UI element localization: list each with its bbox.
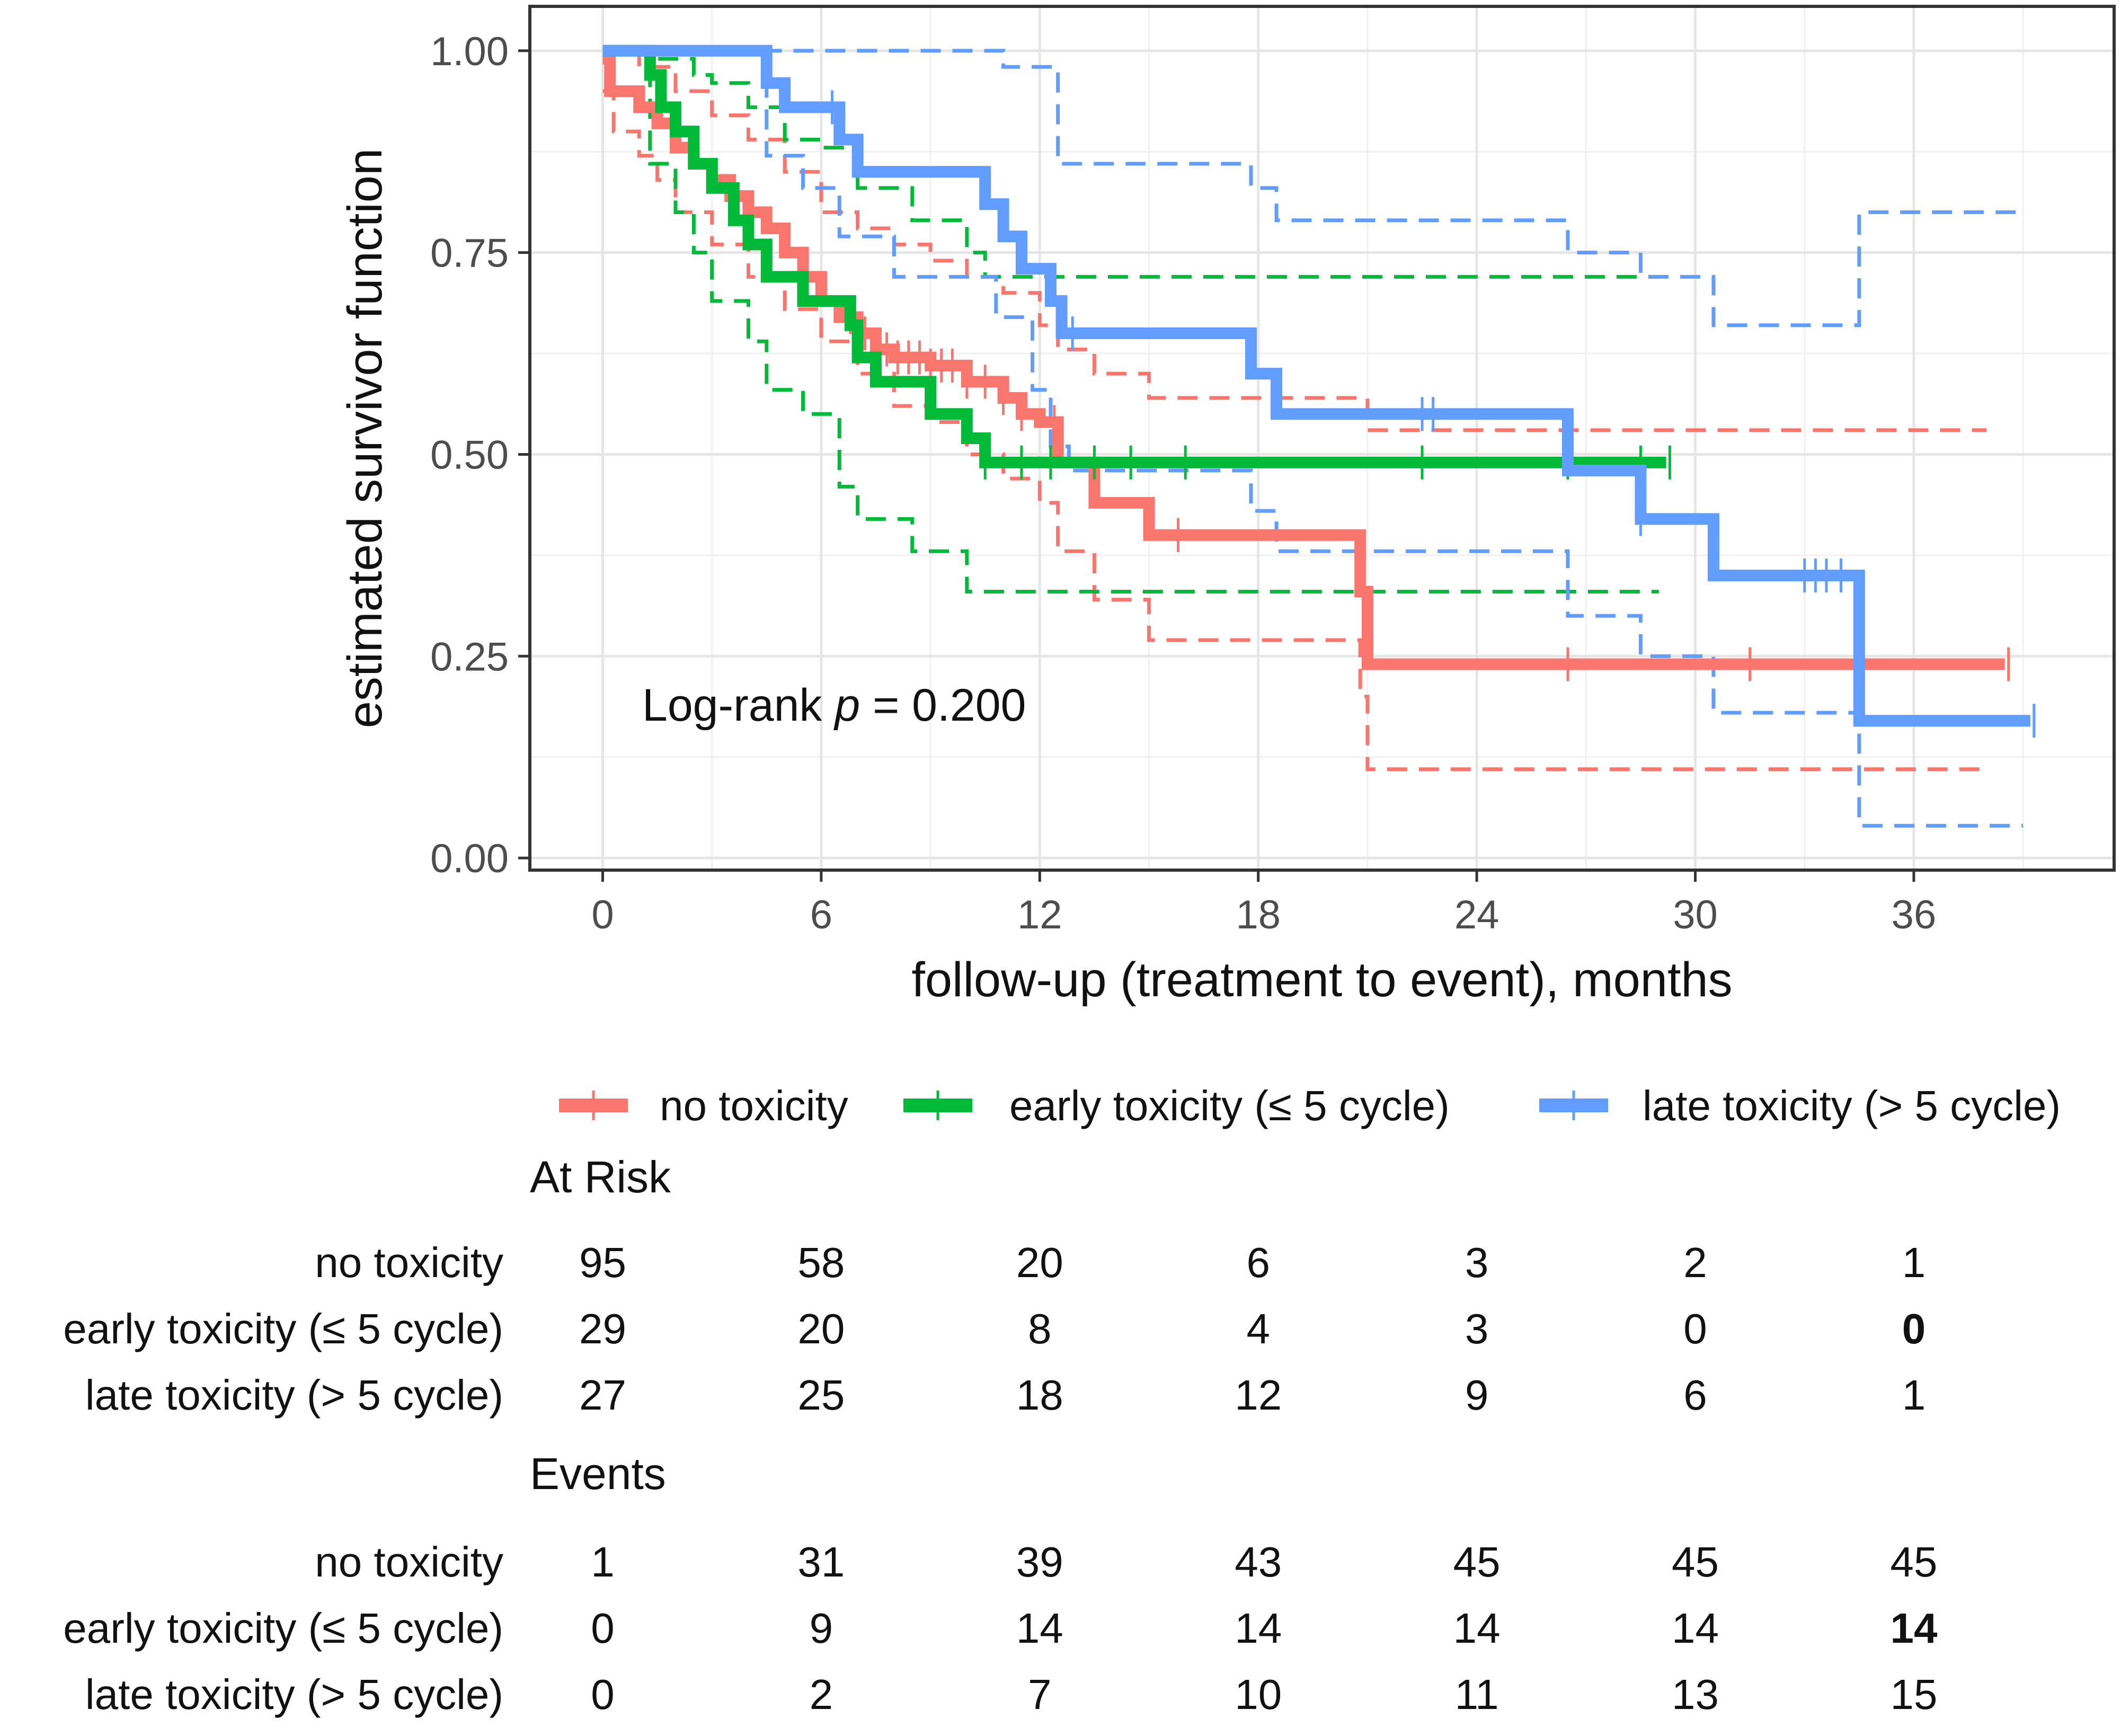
at_risk-cell: 3 xyxy=(1465,1239,1489,1286)
legend-label-late-toxicity: late toxicity (> 5 cycle) xyxy=(1643,1082,2061,1129)
events-cell: 45 xyxy=(1453,1538,1501,1586)
at_risk-cell: 1 xyxy=(1902,1239,1926,1286)
at_risk-cell: 20 xyxy=(797,1305,845,1352)
events-cell: 45 xyxy=(1890,1538,1937,1586)
events-cell: 0 xyxy=(591,1605,615,1652)
at-risk-table: no toxicity 95 58 20 6 3 2 1 early toxicity (≤ 5… xyxy=(63,1239,1925,1419)
at_risk-row-label: late toxicity (> 5 cycle) xyxy=(85,1371,503,1419)
at_risk-cell: 2 xyxy=(1683,1239,1707,1286)
ci-lower-early-toxicity-5-cycle xyxy=(602,49,1659,594)
panel-background xyxy=(530,6,2114,870)
y-axis-ticks: 0.00 0.25 0.50 0.75 1.00 xyxy=(430,29,530,881)
x-axis-ticks: 0 6 12 18 24 30 36 xyxy=(591,870,1936,937)
events-cell: 39 xyxy=(1016,1538,1063,1586)
at_risk-cell: 3 xyxy=(1465,1305,1489,1352)
at_risk-cell: 8 xyxy=(1028,1305,1052,1352)
at_risk-cell: 6 xyxy=(1683,1371,1707,1419)
y-tick-label: 1.00 xyxy=(430,29,509,74)
events-cell: 9 xyxy=(810,1605,833,1652)
events-row-label: early toxicity (≤ 5 cycle) xyxy=(63,1605,503,1652)
legend: no toxicity early toxicity (≤ 5 cycle) l… xyxy=(559,1082,2061,1129)
x-tick-label: 18 xyxy=(1236,892,1281,937)
at_risk-cell: 58 xyxy=(797,1239,845,1286)
events-row-label: no toxicity xyxy=(315,1538,503,1586)
log-rank-prefix: Log-rank xyxy=(642,680,835,731)
survival-curve-early-toxicity-5-cycle xyxy=(602,45,1666,468)
ci-upper-no-toxicity xyxy=(602,49,1987,432)
events-cell: 13 xyxy=(1672,1671,1719,1718)
y-tick-label: 0.50 xyxy=(430,432,509,477)
risk-tables: At Risk Events no toxicity 95 58 20 6 3 2 1earl… xyxy=(63,1152,1938,1718)
at_risk-cell: 0 xyxy=(1683,1305,1707,1352)
x-tick-label: 12 xyxy=(1017,892,1062,937)
x-axis-title: follow-up (treatment to event), months xyxy=(911,953,1732,1007)
ci-upper-early-toxicity-5-cycle xyxy=(602,49,1659,279)
x-tick-label: 6 xyxy=(810,892,832,937)
events-cell: 43 xyxy=(1235,1538,1282,1586)
events-cell: 14 xyxy=(1453,1605,1501,1652)
ci-lower-late-toxicity-5-cycle xyxy=(602,49,2024,828)
events-row-label: late toxicity (> 5 cycle) xyxy=(85,1671,503,1718)
events-cell: 15 xyxy=(1890,1671,1937,1718)
log-rank-p-symbol: p xyxy=(833,680,860,731)
legend-item-late-toxicity: late toxicity (> 5 cycle) xyxy=(1539,1082,2061,1129)
x-tick-label: 24 xyxy=(1454,892,1499,937)
at_risk-cell: 20 xyxy=(1016,1239,1063,1286)
at_risk-cell: 4 xyxy=(1246,1305,1270,1352)
events-cell: 14 xyxy=(1016,1605,1063,1652)
ci-lower-no-toxicity xyxy=(602,89,1987,772)
legend-label-no-toxicity: no toxicity xyxy=(660,1082,848,1129)
at-risk-title: At Risk xyxy=(530,1152,671,1202)
at_risk-cell: 9 xyxy=(1465,1371,1489,1419)
y-axis-title: estimated survivor function xyxy=(338,148,392,728)
at_risk-cell: 27 xyxy=(579,1371,626,1419)
events-cell: 14 xyxy=(1672,1605,1719,1652)
x-tick-label: 30 xyxy=(1673,892,1718,937)
grid-lines xyxy=(530,6,2114,870)
at_risk-cell: 95 xyxy=(579,1239,626,1286)
events-cell: 7 xyxy=(1028,1671,1052,1718)
at_risk-cell: 6 xyxy=(1246,1239,1270,1286)
events-cell: 10 xyxy=(1235,1671,1282,1718)
y-tick-label: 0.25 xyxy=(430,634,509,679)
events-cell: 14 xyxy=(1235,1605,1282,1652)
x-tick-label: 36 xyxy=(1892,892,1937,937)
events-cell: 45 xyxy=(1672,1538,1719,1586)
events-cell: 11 xyxy=(1455,1671,1499,1718)
at_risk-row-label: early toxicity (≤ 5 cycle) xyxy=(63,1305,503,1352)
events-cell: 1 xyxy=(591,1538,615,1586)
events-cell: 14 xyxy=(1890,1605,1937,1652)
events-title: Events xyxy=(530,1449,666,1499)
legend-item-early-toxicity: early toxicity (≤ 5 cycle) xyxy=(903,1082,1450,1129)
at_risk-cell: 18 xyxy=(1016,1371,1063,1419)
at_risk-row-label: no toxicity xyxy=(315,1239,503,1286)
at_risk-cell: 1 xyxy=(1902,1371,1926,1419)
series-layer xyxy=(602,45,2036,828)
at_risk-cell: 25 xyxy=(797,1371,845,1419)
y-tick-label: 0.00 xyxy=(430,836,509,881)
legend-item-no-toxicity: no toxicity xyxy=(559,1082,848,1129)
y-tick-label: 0.75 xyxy=(430,231,509,276)
x-tick-label: 0 xyxy=(591,892,614,937)
legend-label-early-toxicity: early toxicity (≤ 5 cycle) xyxy=(1009,1082,1450,1129)
at_risk-cell: 0 xyxy=(1902,1305,1926,1352)
at_risk-cell: 12 xyxy=(1235,1371,1282,1419)
log-rank-value: = 0.200 xyxy=(860,680,1026,731)
events-cell: 31 xyxy=(797,1538,845,1586)
events-cell: 0 xyxy=(591,1671,615,1718)
at_risk-cell: 29 xyxy=(579,1305,626,1352)
log-rank-annotation: Log-rank p = 0.200 xyxy=(642,680,1026,731)
plot-area: 0.00 0.25 0.50 0.75 1.00 0 6 12 18 24 30 36 xyxy=(430,5,2116,937)
panel-border xyxy=(528,5,2116,872)
ci-upper-late-toxicity-5-cycle xyxy=(602,49,2024,327)
events-cell: 2 xyxy=(810,1671,833,1718)
